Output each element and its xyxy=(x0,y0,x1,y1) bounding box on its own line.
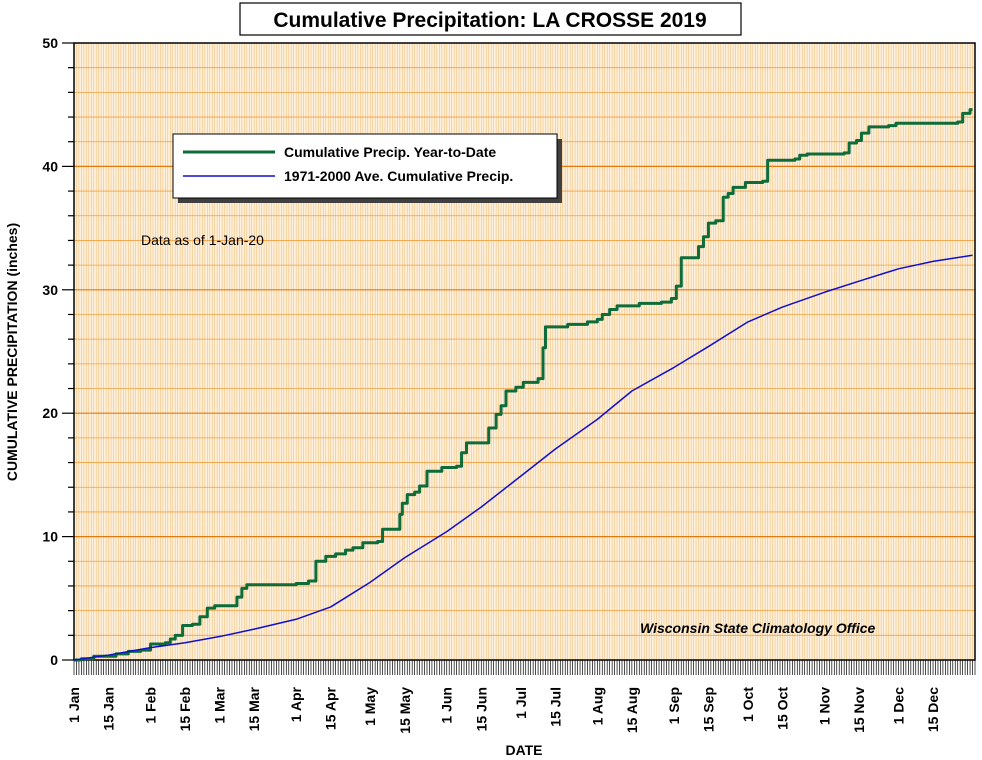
x-tick-label: 1 Mar xyxy=(212,686,228,723)
series-line-ytd xyxy=(74,108,973,662)
y-tick-label: 10 xyxy=(42,529,58,545)
y-tick-label: 40 xyxy=(42,158,58,174)
x-axis: 1 Jan 15 Jan 1 Feb 15 Feb 1 Mar 15 Mar 1 Apr 15… xyxy=(66,660,976,734)
x-tick-label: 1 Nov xyxy=(816,687,832,725)
legend-box xyxy=(172,133,558,199)
x-tick-label: 15 Sep xyxy=(700,687,716,732)
series-line-average xyxy=(73,254,973,661)
x-tick-label: 1 Jul xyxy=(513,687,529,719)
x-tick-label: 1 Feb xyxy=(143,687,159,724)
legend: Cumulative Precip. Year-to-Date 1971-200… xyxy=(172,133,562,203)
y-tick-label: 50 xyxy=(42,35,58,51)
x-axis-label: DATE xyxy=(505,742,542,758)
x-tick-label: 1 Jan xyxy=(66,687,82,723)
x-tick-label: 1 Dec xyxy=(890,687,906,725)
y-axis-label: CUMULATIVE PRECIPITATION (inches) xyxy=(4,223,20,481)
x-tick-label: 15 Nov xyxy=(851,687,867,733)
x-tick-label: 1 Apr xyxy=(288,686,304,722)
x-tick-label: 15 Jan xyxy=(101,687,117,731)
y-tick-label: 20 xyxy=(42,405,58,421)
x-tick-label: 15 Aug xyxy=(624,687,640,733)
x-tick-label: 15 Mar xyxy=(246,686,262,731)
y-tick-label: 0 xyxy=(50,652,58,668)
source-annotation: Wisconsin State Climatology Office xyxy=(640,620,876,636)
x-tick-label: 1 May xyxy=(362,687,378,726)
legend-label-average: 1971-2000 Ave. Cumulative Precip. xyxy=(284,168,513,184)
y-tick-label: 30 xyxy=(42,282,58,298)
x-tick-label: 15 Jun xyxy=(473,687,489,731)
x-tick-label: 15 Feb xyxy=(177,687,193,731)
x-tick-label: 15 Dec xyxy=(925,687,941,732)
data-date-annotation: Data as of 1-Jan-20 xyxy=(141,232,264,248)
grid-horizontal xyxy=(74,67,975,636)
title-box xyxy=(239,2,742,36)
x-tick-label: 1 Aug xyxy=(589,687,605,725)
x-tick-label: 15 Apr xyxy=(323,686,339,730)
x-tick-label: 1 Sep xyxy=(666,687,682,724)
x-tick-label: 1 Jun xyxy=(439,687,455,724)
x-tick-label: 1 Oct xyxy=(740,687,756,722)
x-tick-label: 15 Jul xyxy=(547,687,563,727)
x-tick-label: 15 Oct xyxy=(774,687,790,730)
y-axis: 0 10 20 30 40 50 xyxy=(42,35,74,668)
legend-label-ytd: Cumulative Precip. Year-to-Date xyxy=(284,144,496,160)
series-layer xyxy=(73,108,973,662)
chart-title: Cumulative Precipitation: LA CROSSE 2019 xyxy=(273,9,706,32)
plot-border xyxy=(73,42,976,661)
x-tick-label: 15 May xyxy=(397,687,413,734)
